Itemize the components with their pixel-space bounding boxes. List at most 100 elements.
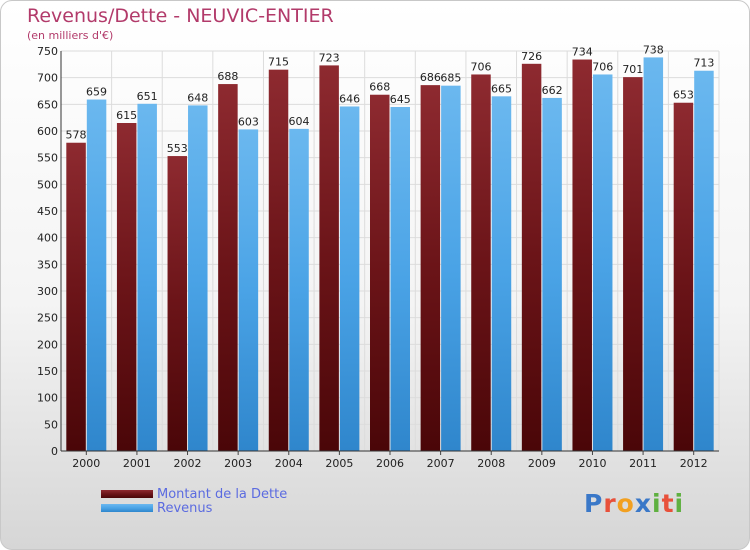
y-tick-label: 400 (37, 232, 58, 245)
x-tick-label: 2011 (629, 457, 657, 470)
dette-value-label: 734 (572, 46, 593, 59)
y-tick-label: 350 (37, 258, 58, 271)
dette-value-label: 723 (319, 51, 340, 64)
y-tick-label: 50 (44, 418, 58, 431)
dette-bar-2009 (521, 63, 542, 452)
revenus-bar-2001 (137, 103, 157, 452)
revenus-bar-2011 (643, 57, 664, 452)
dette-bar-2000 (66, 142, 86, 451)
legend-swatch-dette (101, 490, 153, 498)
dette-value-label: 553 (167, 142, 188, 155)
dette-bar-2006 (370, 94, 390, 451)
revenus-value-label: 659 (86, 86, 107, 99)
y-tick-label: 650 (37, 98, 58, 111)
dette-bar-2012 (673, 102, 694, 451)
revenus-value-label: 604 (289, 115, 310, 128)
revenus-value-label: 662 (542, 84, 563, 97)
y-tick-label: 0 (51, 445, 58, 458)
dette-bar-2001 (116, 123, 137, 451)
revenus-bar-2005 (339, 106, 360, 451)
dette-value-label: 686 (420, 71, 441, 84)
logo-letter: o (616, 489, 635, 518)
dette-bar-2010 (572, 59, 592, 452)
value-labels: 5786596156515536486886037156047236466686… (66, 43, 715, 155)
logo-letter: i (652, 489, 662, 518)
chart-subtitle: (en milliers d'€) (27, 29, 114, 42)
y-tick-label: 700 (37, 72, 58, 85)
x-tick-label: 2004 (275, 457, 303, 470)
legend-label-dette: Montant de la Dette (157, 486, 288, 502)
y-tick-label: 150 (37, 365, 58, 378)
revenus-bar-2007 (441, 85, 461, 452)
y-tick-label: 500 (37, 178, 58, 191)
revenus-value-label: 651 (137, 90, 158, 103)
dette-bar-2008 (471, 74, 491, 451)
y-tick-label: 250 (37, 312, 58, 325)
revenus-value-label: 648 (187, 91, 208, 104)
y-tick-label: 300 (37, 285, 58, 298)
legend-swatch-revenus (101, 504, 153, 512)
x-tick-label: 2005 (325, 457, 353, 470)
logo-letter: t (661, 489, 675, 518)
dette-value-label: 578 (66, 129, 87, 142)
dette-value-label: 688 (217, 70, 238, 83)
x-tick-label: 2003 (224, 457, 252, 470)
dette-value-label: 715 (268, 56, 289, 69)
legend-item-dette: Montant de la Dette (101, 486, 288, 502)
dette-value-label: 615 (116, 109, 137, 122)
dette-value-label: 706 (470, 60, 491, 73)
dette-value-label: 668 (369, 81, 390, 94)
y-tick-label: 600 (37, 125, 58, 138)
revenus-bar-2012 (694, 70, 714, 451)
revenus-value-label: 706 (592, 60, 613, 73)
chart-title: Revenus/Dette - NEUVIC-ENTIER (27, 5, 334, 27)
x-tick-label: 2001 (123, 457, 151, 470)
revenus-bar-2000 (86, 99, 107, 452)
revenus-value-label: 645 (390, 93, 411, 106)
legend-item-revenus: Revenus (101, 500, 287, 516)
revenus-bar-2006 (390, 107, 410, 451)
y-tick-label: 100 (37, 392, 58, 405)
revenus-bar-2008 (491, 96, 512, 451)
x-tick-label: 2008 (477, 457, 505, 470)
dette-bar-2004 (268, 69, 289, 452)
logo-letter: r (603, 489, 617, 518)
revenus-value-label: 685 (440, 72, 461, 85)
dette-value-label: 701 (622, 63, 643, 76)
logo-letter: i (674, 489, 685, 518)
grid-lines (60, 50, 720, 452)
revenus-bar-2009 (542, 97, 562, 451)
y-tick-label: 550 (37, 152, 58, 165)
revenus-value-label: 713 (693, 57, 714, 70)
logo-letter: P (584, 489, 604, 518)
revenus-bar-2004 (289, 128, 309, 451)
x-tick-label: 2006 (376, 457, 404, 470)
x-tick-label: 2012 (680, 457, 708, 470)
x-tick-label: 2010 (578, 457, 606, 470)
axes: 0 50 100 150 200 250 300 350 400 450 500 550 600 650 7… (37, 45, 719, 470)
revenus-bar-2010 (592, 74, 613, 451)
revenus-value-label: 665 (491, 82, 512, 95)
logo-letter: x (634, 489, 652, 518)
dette-value-label: 653 (673, 89, 694, 102)
x-tick-label: 2009 (528, 457, 556, 470)
revenus-bar-2002 (188, 105, 208, 452)
y-tick-label: 200 (37, 338, 58, 351)
legend: Montant de la Dette Revenus (101, 486, 288, 516)
y-tick-label: 450 (37, 205, 58, 218)
dette-bar-2011 (623, 77, 643, 451)
x-tick-label: 2000 (72, 457, 100, 470)
revenus-value-label: 738 (643, 43, 664, 56)
y-tick-label: 750 (37, 45, 58, 58)
dette-bar-2003 (218, 84, 238, 452)
bars (66, 57, 714, 452)
legend-label-revenus: Revenus (157, 500, 213, 516)
dette-value-label: 726 (521, 50, 542, 63)
dette-bar-2005 (319, 65, 339, 452)
x-tick-label: 2007 (427, 457, 455, 470)
revenus-value-label: 603 (238, 115, 259, 128)
revenus-value-label: 646 (339, 92, 360, 105)
revenus-bar-2003 (238, 129, 259, 451)
